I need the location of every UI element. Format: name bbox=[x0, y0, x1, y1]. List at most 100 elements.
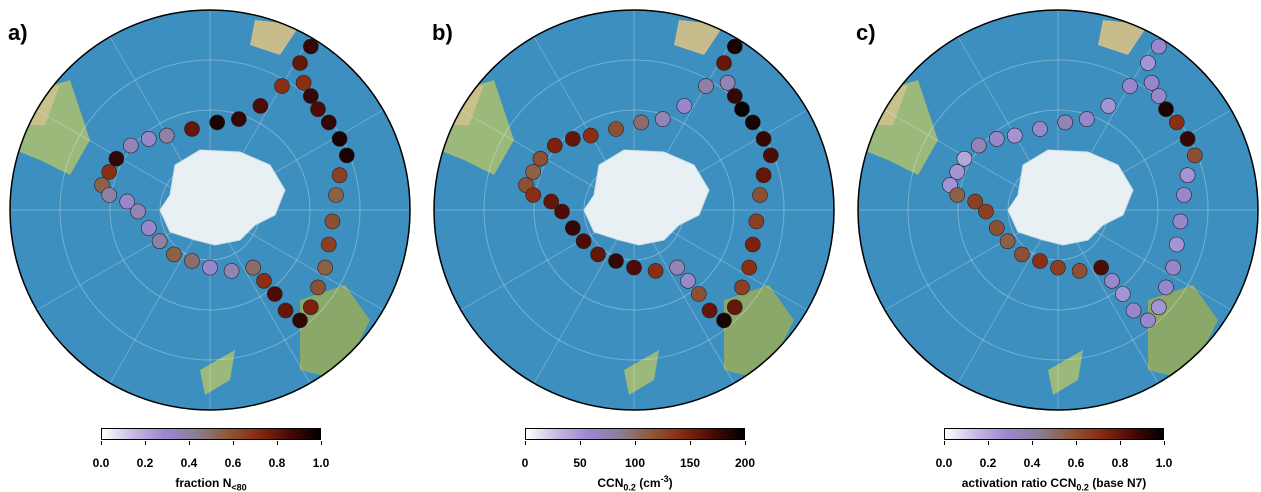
track-marker bbox=[971, 137, 987, 154]
map-border bbox=[433, 9, 835, 411]
track-marker bbox=[741, 259, 758, 276]
track-marker bbox=[748, 213, 765, 230]
track-marker bbox=[1050, 259, 1066, 276]
track-marker bbox=[101, 187, 117, 203]
track-marker bbox=[302, 88, 319, 104]
track-marker bbox=[141, 220, 157, 236]
colorbar-tick-label: 0.6 bbox=[224, 456, 242, 470]
track-marker bbox=[1150, 88, 1167, 104]
track-marker bbox=[608, 121, 624, 137]
track-marker bbox=[716, 312, 732, 329]
track-marker bbox=[1176, 187, 1192, 203]
track-marker bbox=[1179, 167, 1196, 183]
track-marker bbox=[231, 111, 247, 127]
track-marker bbox=[532, 150, 549, 167]
track-marker bbox=[108, 150, 125, 167]
antarctica bbox=[583, 149, 710, 246]
track-marker bbox=[999, 233, 1016, 249]
map-border bbox=[857, 9, 1259, 411]
track-marker bbox=[989, 131, 1005, 147]
track-marker bbox=[726, 88, 743, 104]
track-marker bbox=[1168, 114, 1185, 131]
track-marker bbox=[245, 259, 261, 276]
colorbar-tick-label: 100 bbox=[624, 456, 646, 470]
track-marker bbox=[1032, 121, 1048, 137]
panel-label-b: b) bbox=[432, 20, 453, 45]
track-marker bbox=[256, 272, 272, 289]
track-marker bbox=[274, 78, 290, 94]
track-marker bbox=[755, 167, 772, 183]
track-marker bbox=[575, 233, 592, 249]
colorbar-tick bbox=[635, 441, 636, 445]
track-marker bbox=[141, 131, 157, 147]
polar-map-a bbox=[9, 9, 411, 411]
track-marker bbox=[1150, 38, 1167, 55]
colorbar-tick-label: 0.8 bbox=[268, 456, 286, 470]
track-marker bbox=[956, 150, 973, 167]
graticule-circle bbox=[533, 109, 735, 311]
graticule-circle bbox=[109, 109, 311, 311]
track-marker bbox=[655, 111, 671, 127]
polar-map-c bbox=[857, 9, 1259, 411]
colorbar-tick-label: 1.0 bbox=[312, 456, 330, 470]
track-marker bbox=[690, 286, 707, 302]
colorbar-tick-label: 150 bbox=[679, 456, 701, 470]
track-marker bbox=[1071, 263, 1088, 279]
colorbar-tick bbox=[944, 441, 945, 445]
track-marker bbox=[734, 279, 750, 296]
track-marker bbox=[744, 236, 761, 253]
colorbar-title: activation ratio CCN0.2 (base N7) bbox=[961, 476, 1147, 492]
panel-label-c: c) bbox=[856, 20, 876, 45]
graticule-circle bbox=[59, 59, 361, 361]
antarctica bbox=[1007, 149, 1134, 246]
track-marker bbox=[184, 253, 200, 269]
track-marker bbox=[277, 302, 294, 319]
track-marker bbox=[302, 38, 319, 55]
track-marker bbox=[166, 246, 182, 263]
graticule-circle bbox=[483, 59, 785, 361]
track-marker bbox=[1079, 111, 1095, 127]
graticule-circle bbox=[957, 109, 1159, 311]
track-marker bbox=[302, 299, 319, 316]
track-marker bbox=[338, 147, 355, 164]
colorbar-tick bbox=[1164, 441, 1165, 445]
track-marker bbox=[1172, 213, 1189, 230]
track-marker bbox=[1007, 127, 1023, 144]
colorbar-tick-label: 0.6 bbox=[1067, 456, 1085, 470]
track-marker bbox=[669, 259, 685, 276]
colorbar-tick-label: 200 bbox=[734, 456, 756, 470]
panel-a: a) 0.0 0.2 0.4 0.6 0.8 1.0 fraction N<80 bbox=[0, 0, 420, 492]
track-marker bbox=[1158, 101, 1174, 117]
track-marker bbox=[676, 98, 693, 114]
colorbar-title: CCN0.2 (cm-3) bbox=[597, 474, 673, 492]
colorbar-tick bbox=[580, 441, 581, 445]
new-zealand-land bbox=[200, 350, 235, 395]
track-marker bbox=[978, 203, 994, 220]
track-marker bbox=[543, 193, 559, 210]
colorbar-tick-label: 0.4 bbox=[180, 456, 198, 470]
track-marker bbox=[949, 164, 965, 180]
track-marker bbox=[633, 114, 649, 131]
track-marker bbox=[1186, 147, 1203, 164]
colorbar-tick-label: 0.0 bbox=[935, 456, 953, 470]
track-marker bbox=[1100, 98, 1117, 114]
colorbar-title: fraction N<80 bbox=[175, 476, 247, 492]
colorbar-tick bbox=[321, 441, 322, 445]
track-marker bbox=[726, 38, 743, 55]
colorbar-gradient bbox=[101, 428, 321, 440]
africa-land bbox=[674, 20, 724, 55]
track-marker bbox=[209, 114, 225, 131]
track-marker bbox=[967, 193, 983, 210]
track-marker bbox=[1122, 78, 1138, 94]
track-marker bbox=[1104, 272, 1120, 289]
colorbar-tick bbox=[145, 441, 146, 445]
track-marker bbox=[949, 187, 965, 203]
track-marker bbox=[295, 75, 312, 91]
antarctica bbox=[159, 149, 286, 246]
colorbar-tick bbox=[233, 441, 234, 445]
track-marker bbox=[565, 220, 581, 236]
track-marker bbox=[130, 203, 146, 220]
track-marker bbox=[1057, 114, 1073, 131]
colorbar-gradient bbox=[525, 428, 745, 440]
track-marker bbox=[525, 187, 541, 203]
